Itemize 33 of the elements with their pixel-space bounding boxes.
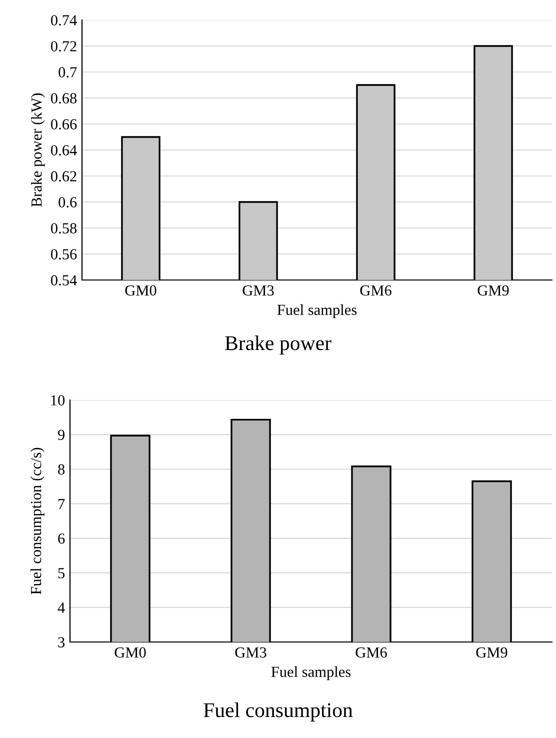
y-tick-label: 4	[58, 602, 65, 613]
y-tick-label: 0.66	[50, 119, 77, 130]
text: Fuel consumption	[204, 702, 353, 722]
y-tick-label: 0.6	[58, 197, 77, 208]
y-tick-label: 0.54	[50, 275, 77, 286]
y-axis-title: Brake power (kW)	[30, 93, 45, 207]
x-tick-label: GM3	[242, 285, 274, 296]
y-tick-label: 0.62	[50, 171, 76, 182]
x-tick-label: GM0	[125, 285, 156, 296]
y-tick-label: 0.58	[50, 223, 77, 234]
y-tick-label: 0.64	[50, 145, 77, 156]
x-axis-title: Fuel samples	[271, 666, 351, 680]
x-axis-title: Fuel samples	[277, 304, 357, 318]
y-axis-title: Fuel consumption (cc/s)	[30, 448, 44, 594]
x-tick-label: GM6	[356, 647, 387, 658]
x-tick-label: GM9	[476, 647, 508, 658]
y-tick-label: 8	[58, 464, 65, 475]
y-tick-label: 6	[58, 533, 65, 544]
x-tick-label: GM3	[235, 647, 266, 658]
x-tick-label: GM6	[360, 285, 392, 296]
text: Brake power	[225, 336, 332, 354]
y-tick-label: 0.68	[50, 93, 77, 104]
y-tick-label: 0.74	[50, 15, 77, 26]
y-tick-label: 9	[58, 430, 65, 440]
y-tick-label: 0.56	[50, 249, 77, 260]
y-tick-label: 0.72	[50, 41, 76, 52]
x-tick-label: GM0	[114, 647, 146, 658]
y-tick-label: 0.7	[58, 67, 77, 78]
x-tick-label: GM9	[478, 285, 509, 296]
y-tick-label: 7	[58, 499, 65, 510]
y-tick-label: 10	[51, 395, 65, 406]
y-tick-label: 5	[58, 568, 65, 578]
y-tick-label: 3	[58, 637, 65, 648]
